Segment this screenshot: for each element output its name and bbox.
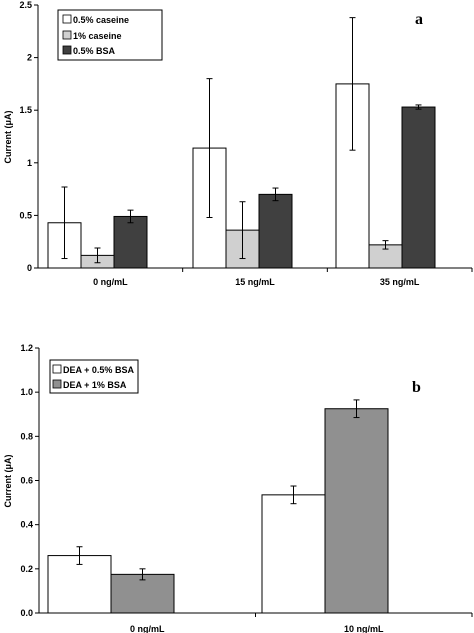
y-tick-label: 0	[27, 263, 32, 273]
x-ticks: 0 ng/mL 15 ng/mL 35 ng/mL	[93, 268, 473, 287]
bar	[324, 408, 389, 614]
legend-entry-0: 0.5% caseine	[73, 15, 129, 25]
y-axis-title: Current (μA)	[3, 454, 13, 507]
category-label: 15 ng/mL	[235, 277, 275, 287]
y-tick-label: 0.8	[20, 431, 33, 441]
bar	[47, 555, 112, 614]
legend: 0.5% caseine 1% caseine 0.5% BSA	[57, 9, 163, 61]
bar	[110, 573, 175, 614]
y-tick-label: 0.4	[20, 520, 33, 530]
bar	[258, 193, 293, 269]
panel-label: a	[415, 11, 423, 28]
y-tick-label: 0.0	[20, 608, 33, 618]
bars	[47, 408, 389, 614]
y-tick-label: 1.2	[20, 343, 33, 353]
legend-box	[49, 359, 139, 394]
legend-box	[57, 9, 163, 61]
legend-swatch	[62, 45, 72, 55]
y-tick-label: 0.6	[20, 476, 33, 486]
bars	[47, 83, 436, 269]
error-bars	[76, 399, 360, 581]
y-ticks: 0.0 0.2 0.4 0.6 0.8 1.0 1.2	[20, 343, 39, 618]
category-label: 10 ng/mL	[344, 624, 384, 633]
y-tick-label: 0.2	[20, 564, 33, 574]
legend-entry-2: 0.5% BSA	[73, 46, 116, 56]
bar	[113, 215, 148, 269]
chart-panel-a: 0 0.5 1 1.5 2 2.5 0 ng/mL 15 ng/mL 35 ng/mL Cur…	[3, 0, 473, 287]
y-tick-label: 0.5	[19, 210, 32, 220]
y-tick-label: 2	[27, 53, 32, 63]
legend-swatch	[52, 379, 62, 389]
error-bars	[61, 17, 422, 264]
y-tick-label: 1	[27, 158, 32, 168]
legend-entry-1: DEA + 1% BSA	[63, 380, 127, 390]
y-tick-label: 1.0	[20, 387, 33, 397]
chart-panel-b: 0.0 0.2 0.4 0.6 0.8 1.0 1.2 0 ng/mL 10 ng/mL Cu…	[3, 343, 473, 633]
category-label: 0 ng/mL	[93, 277, 128, 287]
x-ticks: 0 ng/mL 10 ng/mL	[130, 613, 473, 633]
y-ticks: 0 0.5 1 1.5 2 2.5	[19, 0, 38, 273]
legend-swatch	[62, 14, 72, 24]
legend-entry-0: DEA + 0.5% BSA	[63, 365, 134, 375]
panel-label: b	[412, 379, 421, 396]
y-axis-title: Current (μA)	[3, 110, 13, 163]
category-label: 35 ng/mL	[380, 277, 420, 287]
legend-entry-1: 1% caseine	[73, 31, 122, 41]
category-label: 0 ng/mL	[130, 624, 165, 633]
y-tick-label: 2.5	[19, 0, 32, 10]
bar	[401, 106, 436, 269]
bar	[261, 494, 326, 614]
legend: DEA + 0.5% BSA DEA + 1% BSA	[49, 359, 139, 394]
legend-swatch	[62, 30, 72, 40]
y-tick-label: 1.5	[19, 105, 32, 115]
legend-swatch	[52, 364, 62, 374]
